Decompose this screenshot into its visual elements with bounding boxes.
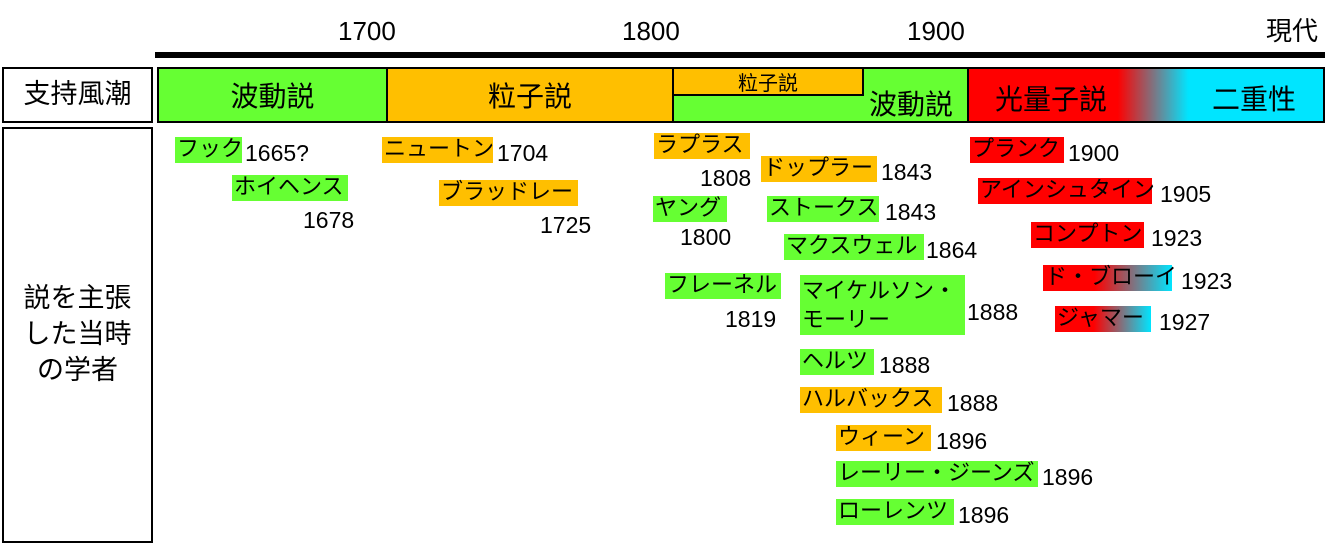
scholar-de-broglie-tag: ド・ブローイ [1043,265,1178,291]
band-particle-minor: 粒子説 [674,69,864,96]
scholar-hertz-year: 1888 [879,352,931,378]
band-quantum-label: 光量子説 [995,83,1108,116]
scholar-young-tag: ヤング [653,196,727,222]
scholar-wien-tag: ウィーン [836,425,931,451]
band-wave-late-label: 波動説 [868,88,953,121]
scholar-huygens-tag: ホイヘンス [232,175,348,201]
scholar-michelson-morley-year: 1888 [967,299,1019,325]
scholar-huygens-year: 1678 [303,207,355,233]
band-particle-label: 粒子説 [487,80,572,113]
support-row-label: 支持風潮 [2,67,153,123]
scholar-maxwell-tag: マクスウェル [784,234,924,260]
scholar-compton-tag: コンプトン [1031,222,1144,248]
band-particle-minor-label: 粒子説 [738,71,798,95]
scholar-fresnel-tag: フレーネル [665,273,781,299]
scholar-einstein-year: 1905 [1160,181,1212,207]
scholar-hooke-tag: フック [175,137,244,163]
tick-1900: 1900 [907,16,965,46]
scholar-stokes-year: 1843 [885,199,937,225]
band-particle: 粒子説 [388,69,674,121]
scholar-laplace-year: 1808 [700,165,752,191]
tick-1700: 1700 [338,16,396,46]
scholar-newton-tag: ニュートン [382,137,495,163]
tick-1800: 1800 [622,16,680,46]
scholar-newton-year: 1704 [497,140,549,166]
scholar-de-broglie-year: 1923 [1181,268,1233,294]
scholar-doppler-tag: ドップラー [761,156,877,182]
band-duality-label: 二重性 [1212,83,1297,116]
scholars-row-label: 説を主張した当時の学者 [2,127,153,543]
tick-modern: 現代 [1266,16,1319,46]
scholar-wien-year: 1896 [936,428,988,454]
scholars-row-label-text: 説を主張した当時の学者 [23,283,132,386]
band-quantum-duality [969,69,1323,121]
scholar-hooke-year: 1665? [245,140,309,166]
scholar-jammer-year: 1927 [1159,309,1211,335]
scholar-lorentz-year: 1896 [958,502,1010,528]
scholar-young-year: 1800 [680,224,732,250]
scholar-rayleigh-jeans-tag: レーリー・ジーンズ [836,461,1038,487]
timeline-axis [155,52,1325,58]
scholar-compton-year: 1923 [1151,225,1203,251]
support-row-label-text: 支持風潮 [23,79,132,110]
scholar-stokes-tag: ストークス [767,196,879,222]
support-band-frame [157,67,1325,123]
scholar-rayleigh-jeans-year: 1896 [1042,464,1094,490]
scholar-bradley-tag: ブラッドレー [439,180,578,206]
scholar-lorentz-tag: ローレンツ [836,499,954,525]
scholar-doppler-year: 1843 [881,159,933,185]
scholar-planck-tag: プランク [970,137,1064,163]
scholar-laplace-tag: ラプラス [654,133,750,159]
band-wave-early: 波動説 [159,69,388,121]
scholar-planck-year: 1900 [1068,140,1120,166]
scholar-maxwell-year: 1864 [926,237,978,263]
scholar-hertz-tag: ヘルツ [800,349,874,375]
scholar-einstein-tag: アインシュタイン [978,178,1155,204]
scholar-fresnel-year: 1819 [725,306,777,332]
scholar-jammer-tag: ジャマー [1055,306,1151,332]
band-wave-early-label: 波動説 [230,80,315,113]
scholar-bradley-year: 1725 [540,212,592,238]
scholar-halbachs-tag: ハルバックス [800,387,942,413]
scholar-halbachs-year: 1888 [947,390,999,416]
scholar-michelson-morley-tag: マイケルソン・モーリー [800,275,965,335]
